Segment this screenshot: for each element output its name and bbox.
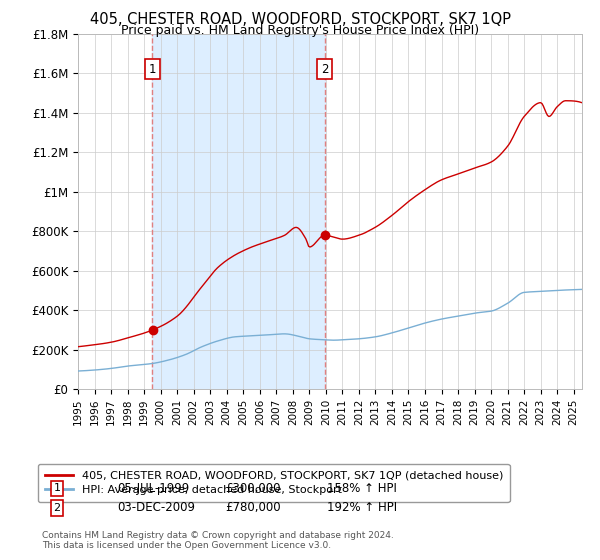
Text: 2: 2 xyxy=(321,63,328,76)
Bar xyxy=(152,34,325,389)
Text: 158% ↑ HPI: 158% ↑ HPI xyxy=(327,482,397,495)
Legend: 405, CHESTER ROAD, WOODFORD, STOCKPORT, SK7 1QP (detached house), HPI: Average p: 405, CHESTER ROAD, WOODFORD, STOCKPORT, … xyxy=(38,464,509,502)
Text: 03-DEC-2009: 03-DEC-2009 xyxy=(117,501,195,515)
Text: £300,000: £300,000 xyxy=(225,482,281,495)
Text: 1: 1 xyxy=(149,63,156,76)
Text: 05-JUL-1999: 05-JUL-1999 xyxy=(117,482,189,495)
Text: 405, CHESTER ROAD, WOODFORD, STOCKPORT, SK7 1QP: 405, CHESTER ROAD, WOODFORD, STOCKPORT, … xyxy=(89,12,511,27)
Text: 192% ↑ HPI: 192% ↑ HPI xyxy=(327,501,397,515)
Text: 2: 2 xyxy=(53,503,61,513)
Text: Contains HM Land Registry data © Crown copyright and database right 2024.
This d: Contains HM Land Registry data © Crown c… xyxy=(42,531,394,550)
Text: Price paid vs. HM Land Registry's House Price Index (HPI): Price paid vs. HM Land Registry's House … xyxy=(121,24,479,36)
Text: £780,000: £780,000 xyxy=(225,501,281,515)
Text: 1: 1 xyxy=(53,483,61,493)
